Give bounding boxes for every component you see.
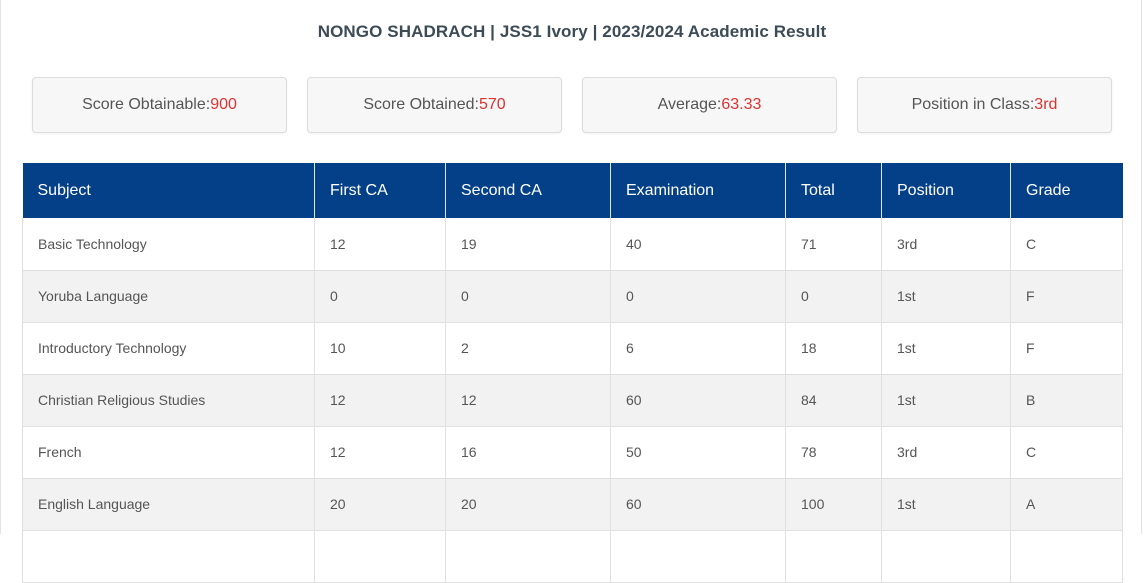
cell-first-ca: 20 — [314, 478, 446, 531]
cell-examination — [610, 530, 786, 583]
column-header-examination: Examination — [610, 163, 786, 218]
column-header-subject: Subject — [22, 163, 315, 218]
cell-subject: Introductory Technology — [22, 322, 315, 375]
cell-first-ca: 12 — [314, 218, 446, 271]
cell-position: 3rd — [881, 426, 1011, 479]
cell-position: 1st — [881, 270, 1011, 323]
column-header-first-ca: First CA — [314, 163, 446, 218]
cell-grade: F — [1010, 270, 1123, 323]
cell-examination: 60 — [610, 374, 786, 427]
cell-position: 1st — [881, 478, 1011, 531]
cell-total: 71 — [785, 218, 882, 271]
average-card: Average: 63.33 — [582, 77, 837, 133]
card-value: 63.33 — [721, 96, 762, 113]
cell-examination: 40 — [610, 218, 786, 271]
page-frame — [0, 0, 1142, 534]
cell-grade: C — [1010, 426, 1123, 479]
cell-subject: Yoruba Language — [22, 270, 315, 323]
score-obtained-card: Score Obtained: 570 — [307, 77, 562, 133]
cell-examination: 0 — [610, 270, 786, 323]
cell-examination: 50 — [610, 426, 786, 479]
card-value: 570 — [478, 96, 506, 113]
cell-subject — [22, 530, 315, 583]
cell-total — [785, 530, 882, 583]
table-row: English Language 20 20 60 100 1st A — [22, 478, 1123, 531]
table-header-row: Subject First CA Second CA Examination T… — [22, 163, 1123, 218]
card-value: 900 — [210, 96, 237, 113]
cell-subject: French — [22, 426, 315, 479]
cell-subject: English Language — [22, 478, 315, 531]
cell-position — [881, 530, 1011, 583]
summary-cards: Score Obtainable: 900 Score Obtained: 57… — [32, 77, 1112, 133]
cell-total: 84 — [785, 374, 882, 427]
cell-second-ca: 0 — [445, 270, 611, 323]
cell-second-ca — [445, 530, 611, 583]
table-row: French 12 16 50 78 3rd C — [22, 426, 1123, 479]
table-row: Yoruba Language 0 0 0 0 1st F — [22, 270, 1123, 323]
position-in-class-card: Position in Class: 3rd — [857, 77, 1112, 133]
results-table: Subject First CA Second CA Examination T… — [22, 163, 1123, 583]
cell-grade: F — [1010, 322, 1123, 375]
cell-position: 1st — [881, 374, 1011, 427]
column-header-total: Total — [785, 163, 882, 218]
card-label: Score Obtainable: — [82, 96, 211, 113]
cell-second-ca: 19 — [445, 218, 611, 271]
cell-first-ca: 12 — [314, 426, 446, 479]
cell-first-ca: 0 — [314, 270, 446, 323]
cell-examination: 60 — [610, 478, 786, 531]
column-header-grade: Grade — [1010, 163, 1123, 218]
cell-total: 18 — [785, 322, 882, 375]
card-label: Position in Class: — [911, 96, 1035, 113]
score-obtainable-card: Score Obtainable: 900 — [32, 77, 287, 133]
card-value: 3rd — [1034, 96, 1058, 113]
cell-first-ca: 10 — [314, 322, 446, 375]
cell-total: 0 — [785, 270, 882, 323]
cell-examination: 6 — [610, 322, 786, 375]
cell-second-ca: 12 — [445, 374, 611, 427]
cell-second-ca: 20 — [445, 478, 611, 531]
column-header-second-ca: Second CA — [445, 163, 611, 218]
cell-grade: B — [1010, 374, 1123, 427]
cell-first-ca — [314, 530, 446, 583]
card-label: Average: — [657, 96, 722, 113]
table-row: Introductory Technology 10 2 6 18 1st F — [22, 322, 1123, 375]
table-row: Basic Technology 12 19 40 71 3rd C — [22, 218, 1123, 271]
cell-second-ca: 2 — [445, 322, 611, 375]
cell-total: 78 — [785, 426, 882, 479]
cell-second-ca: 16 — [445, 426, 611, 479]
cell-subject: Basic Technology — [22, 218, 315, 271]
cell-total: 100 — [785, 478, 882, 531]
cell-position: 3rd — [881, 218, 1011, 271]
card-label: Score Obtained: — [363, 96, 479, 113]
cell-grade — [1010, 530, 1123, 583]
cell-first-ca: 12 — [314, 374, 446, 427]
table-row — [22, 530, 1123, 583]
cell-grade: A — [1010, 478, 1123, 531]
cell-grade: C — [1010, 218, 1123, 271]
table-row: Christian Religious Studies 12 12 60 84 … — [22, 374, 1123, 427]
page-title: NONGO SHADRACH | JSS1 Ivory | 2023/2024 … — [317, 22, 827, 41]
column-header-position: Position — [881, 163, 1011, 218]
cell-subject: Christian Religious Studies — [22, 374, 315, 427]
cell-position: 1st — [881, 322, 1011, 375]
